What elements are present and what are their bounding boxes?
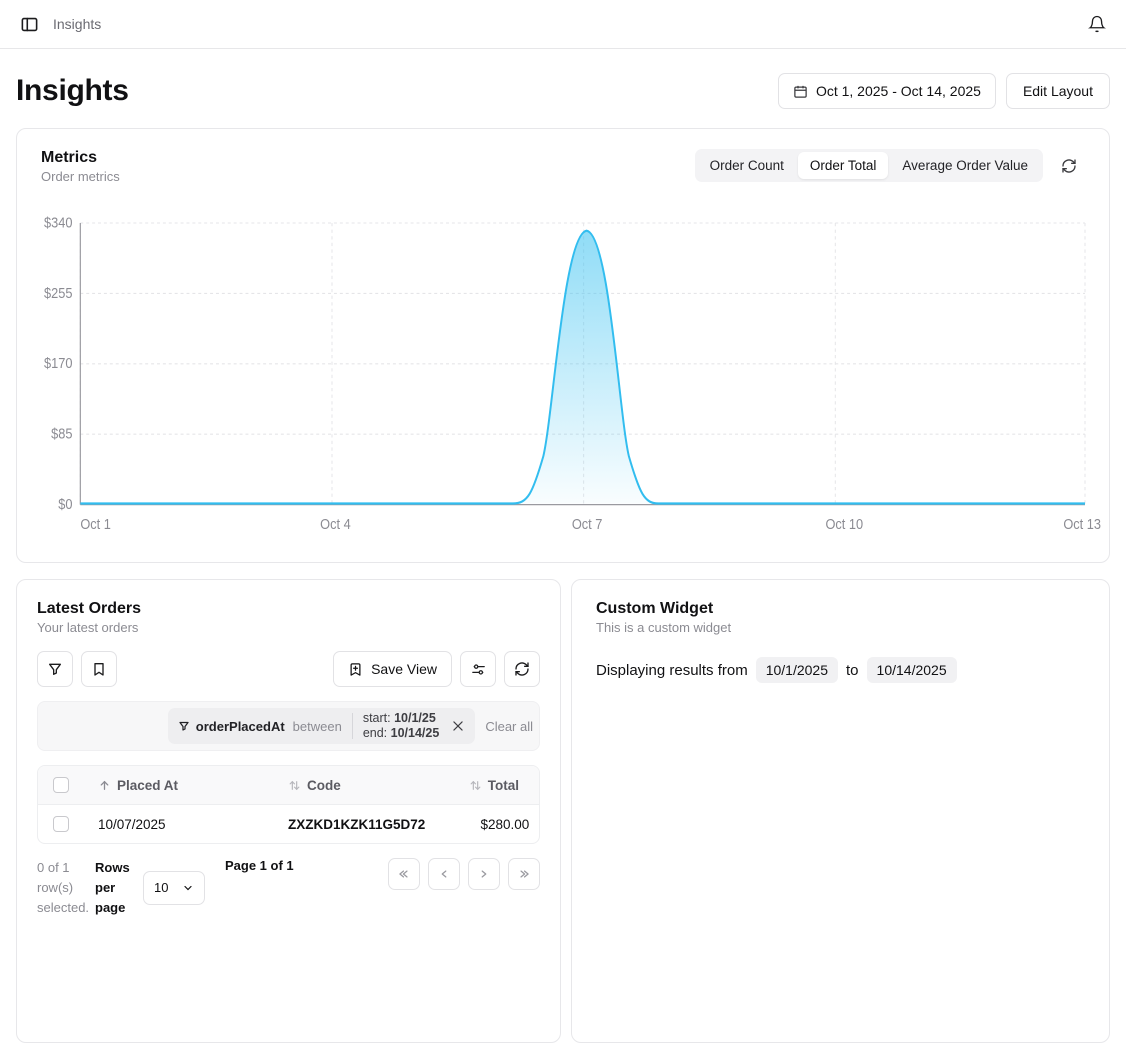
svg-text:Oct 4: Oct 4 <box>320 516 351 532</box>
svg-text:$340: $340 <box>44 215 72 231</box>
svg-text:$85: $85 <box>51 426 72 442</box>
svg-text:$0: $0 <box>58 496 72 512</box>
svg-text:$170: $170 <box>44 356 72 372</box>
svg-text:$255: $255 <box>44 285 72 301</box>
svg-text:Oct 1: Oct 1 <box>80 516 111 532</box>
svg-text:Oct 10: Oct 10 <box>825 516 863 532</box>
svg-text:Oct 13: Oct 13 <box>1063 516 1101 532</box>
svg-text:Oct 7: Oct 7 <box>572 516 603 532</box>
